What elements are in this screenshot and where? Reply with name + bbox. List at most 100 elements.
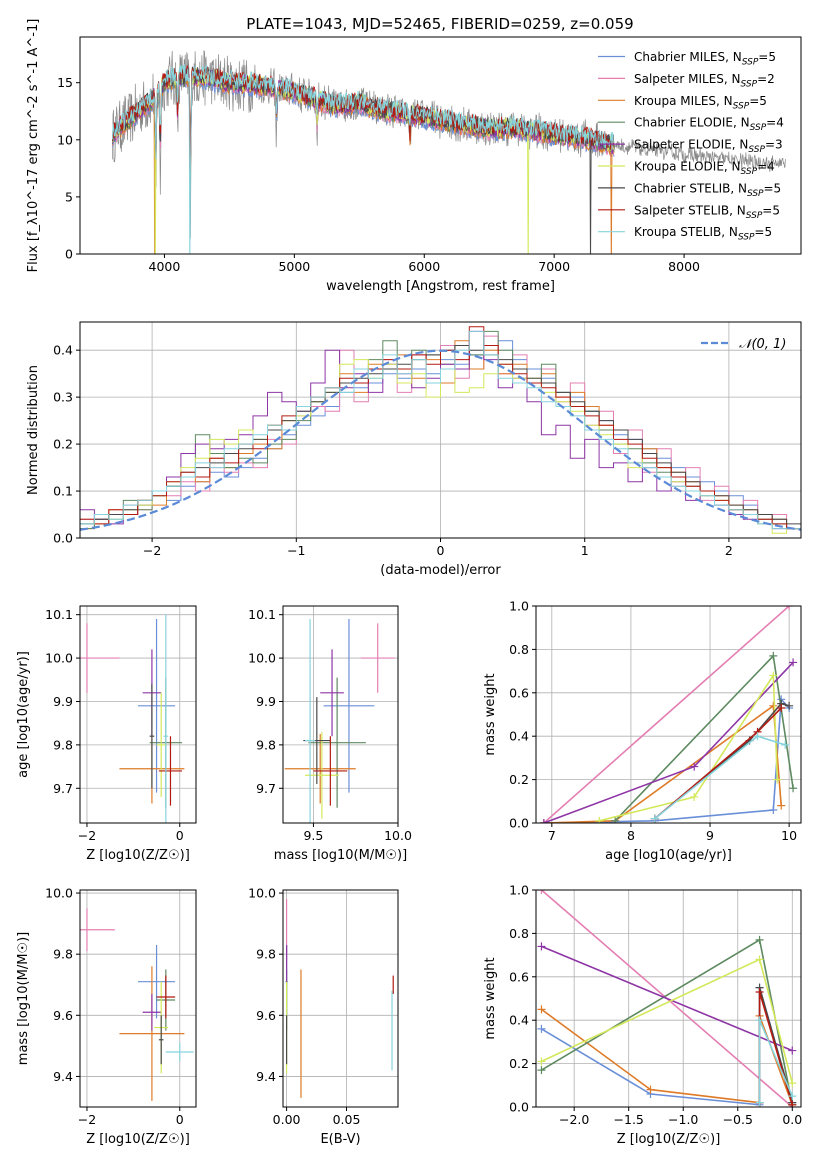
y-tick-label: 9.8: [53, 737, 73, 752]
legend-subscript: SSP: [746, 211, 763, 221]
x-tick-label: 0.0: [782, 1112, 802, 1127]
mass-vs-extinction-panel: 0.00 0.059.49.69.810.0E(B-V): [248, 886, 398, 1147]
mass-vs-metallicity-panel: −2 0 9.4 9.6 9.8 10.0 Z [log10(Z/Z☉)] mass [log…: [16, 886, 196, 1147]
legend-entry-salpeter-miles: Salpeter MILES, NSSP=2: [634, 72, 775, 90]
legend-label: Salpeter MILES, N: [634, 72, 741, 86]
x-axis-label: mass [log10(M/M☉)]: [274, 848, 407, 863]
x-tick-label: 0: [176, 828, 184, 843]
y-axis-label: mass [log10(M/M☉)]: [16, 932, 31, 1065]
x-tick-label: −2: [78, 828, 96, 843]
y-tick-label: 0.6: [509, 969, 529, 984]
y-tick-label: 0.4: [53, 343, 73, 358]
y-tick-label: 0.2: [509, 1056, 529, 1071]
weight-marker-kroupa-elodie: [537, 1057, 545, 1065]
y-tick-label: 0.2: [509, 772, 529, 787]
x-tick-label: 8: [627, 828, 635, 843]
y-tick-label: 0.2: [53, 437, 73, 452]
legend-subscript: SSP: [747, 189, 764, 199]
y-tick-label: 0: [65, 247, 73, 262]
y-tick-label: 9.6: [53, 1008, 73, 1023]
y-tick-label: 10: [57, 132, 73, 147]
weight-vs-age-panel: 7 8 9 100.00.20.40.60.81.0age [log10(age/yr…: [483, 599, 801, 864]
weight-line-kroupa-elodie: [599, 675, 777, 820]
y-tick-label: 15: [57, 75, 73, 90]
axes-frame: [283, 606, 398, 823]
legend-entry-kroupa-stelib: Kroupa STELIB, NSSP=5: [634, 225, 772, 243]
x-axis-label: Z [log10(Z/Z☉)]: [86, 848, 190, 863]
weight-line-salpeter-miles: [544, 606, 789, 823]
legend-subscript: SSP: [733, 101, 750, 111]
y-tick-label: 10.0: [248, 651, 276, 666]
x-tick-label: −0.5: [723, 1112, 753, 1127]
figure-canvas: PLATE=1043, MJD=52465, FIBERID=0259, z=0…: [0, 0, 819, 1170]
legend-label-normal: 𝒩(0, 1): [739, 337, 786, 352]
axes-frame: [283, 890, 398, 1107]
x-tick-label: 0.05: [333, 1112, 361, 1127]
spectrum-legend: Chabrier MILES, NSSP=5Salpeter MILES, NS…: [598, 50, 784, 243]
weight-line-kroupa-miles: [542, 1009, 793, 1104]
x-tick-label: 1: [581, 543, 589, 558]
grid-lines: [80, 890, 196, 1107]
weight-marker-chabrier-elodie: [537, 1066, 545, 1074]
x-axis-label: Z [log10(Z/Z☉)]: [86, 1132, 190, 1147]
legend-label: Chabrier STELIB, N: [634, 181, 747, 195]
legend-entry-salpeter-stelib: Salpeter STELIB, NSSP=5: [634, 203, 780, 221]
y-axis-label: mass weight: [483, 673, 498, 755]
grid-lines: [283, 606, 398, 823]
x-tick-label: 10.0: [384, 828, 412, 843]
plot-area: [540, 602, 797, 827]
x-axis-label: wavelength [Angstrom, rest frame]: [326, 279, 555, 294]
y-tick-label: 9.7: [53, 781, 73, 796]
legend-entry-kroupa-miles: Kroupa MILES, NSSP=5: [634, 94, 767, 112]
legend-label: Chabrier ELODIE, N: [634, 116, 750, 130]
legend-value: =5: [749, 94, 767, 108]
weight-line-chabrier-miles: [542, 988, 793, 1105]
y-tick-label: 10.1: [45, 607, 73, 622]
weight-marker-salpeter-elodie: [537, 942, 545, 950]
y-tick-label: 0.0: [509, 816, 529, 831]
y-tick-label: 9.9: [256, 694, 276, 709]
weight-line-salpeter-elodie: [544, 662, 793, 823]
weight-marker-kroupa-miles: [777, 802, 785, 810]
legend-subscript: SSP: [741, 79, 758, 89]
y-tick-label: 9.8: [53, 947, 73, 962]
legend-entry-chabrier-elodie: Chabrier ELODIE, NSSP=4: [634, 116, 784, 134]
x-tick-label: 6000: [408, 259, 440, 274]
x-tick-label: 7000: [538, 259, 570, 274]
legend-value: =5: [762, 203, 780, 217]
y-tick-label: 0.6: [509, 685, 529, 700]
legend-label: Kroupa MILES, N: [634, 94, 733, 108]
y-axis-label: Normed distribution: [26, 365, 41, 495]
legend-entry-chabrier-miles: Chabrier MILES, NSSP=5: [634, 50, 776, 68]
y-tick-label: 10.0: [248, 886, 276, 901]
weight-marker-salpeter-elodie: [788, 1047, 796, 1055]
residual-histogram-panel: −2 −1 0 1 20.00.10.20.30.4(data-model)/error…: [26, 322, 801, 578]
legend-value: =5: [764, 181, 782, 195]
weight-marker-chabrier-elodie: [789, 784, 797, 792]
legend-entry-chabrier-stelib: Chabrier STELIB, NSSP=5: [634, 181, 781, 199]
figure-title: PLATE=1043, MJD=52465, FIBERID=0259, z=0…: [246, 15, 633, 33]
y-axis-label: age [log10(age/yr)]: [16, 651, 31, 778]
x-tick-label: 9: [706, 828, 714, 843]
x-tick-label: 0.00: [273, 1112, 301, 1127]
x-tick-label: −1: [287, 543, 305, 558]
legend-subscript: SSP: [742, 58, 759, 68]
x-tick-label: 4000: [149, 259, 181, 274]
y-tick-label: 9.4: [53, 1069, 73, 1084]
legend-label: Salpeter STELIB, N: [634, 203, 746, 217]
legend-label: Salpeter ELODIE, N: [634, 138, 748, 152]
x-tick-label: −1.0: [668, 1112, 698, 1127]
y-tick-label: 9.4: [256, 1069, 276, 1084]
legend-value: =4: [766, 116, 784, 130]
y-tick-label: 1.0: [509, 883, 529, 898]
y-tick-label: 9.8: [256, 737, 276, 752]
weight-marker-kroupa-stelib: [756, 1099, 764, 1107]
y-tick-label: 5: [65, 189, 73, 204]
axes-frame: [80, 890, 196, 1107]
x-tick-label: 8000: [668, 259, 700, 274]
weight-marker-kroupa-elodie: [788, 1079, 796, 1087]
y-tick-label: 9.7: [256, 781, 276, 796]
plot-area: [285, 619, 395, 862]
y-axis-label: Flux [f_λ10^-17 erg cm^-2 s^-1 A^-1]: [26, 19, 41, 273]
x-tick-label: 0: [176, 1112, 184, 1127]
